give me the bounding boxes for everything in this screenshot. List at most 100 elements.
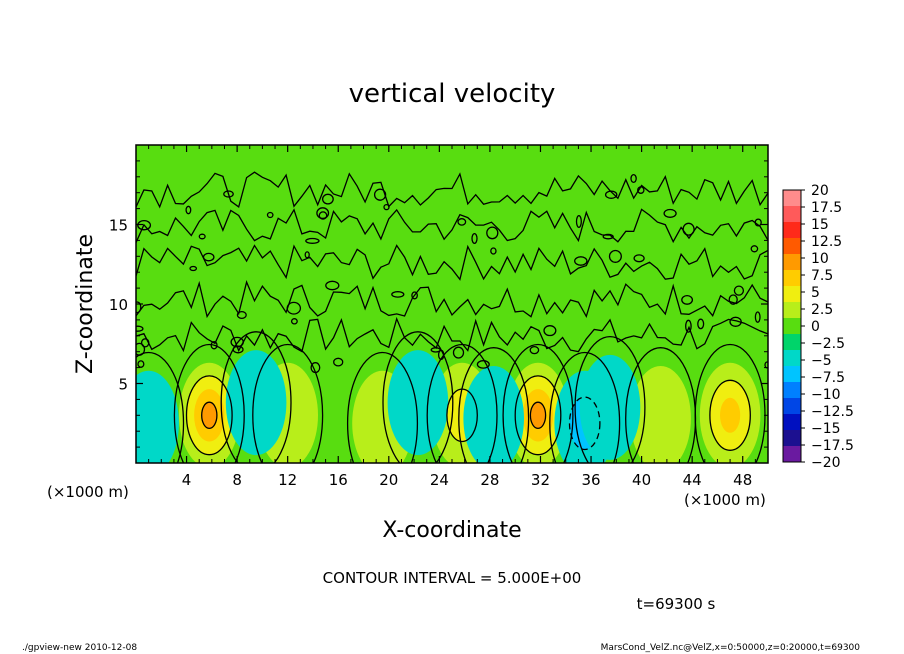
contour-line [575, 214, 582, 229]
contour-line [290, 318, 298, 325]
contour-line [514, 375, 562, 456]
colorbar-label: 10 [811, 251, 829, 267]
y-tick-label: 10 [109, 296, 128, 314]
colorbar-label: −7.5 [811, 370, 845, 386]
colorbar-swatch [783, 382, 801, 399]
zero-contour [502, 343, 574, 463]
colorbar: 2017.51512.5107.552.50−2.5−5−7.5−10−12.5… [782, 183, 854, 471]
updraft-core [507, 362, 569, 463]
y-tick-label: 5 [118, 376, 128, 394]
colorbar-swatch [783, 398, 801, 415]
contour-line [202, 252, 215, 262]
x-tick-label: 44 [683, 471, 702, 489]
upper-zero-contours [136, 171, 768, 374]
x-tick-label: 40 [632, 471, 651, 489]
zero-contour [252, 343, 324, 463]
colorbar-swatch [783, 414, 801, 431]
x-axis-ticks: 4 8 12 16 20 24 28 32 36 40 44 48 [148, 145, 756, 489]
contour-line [486, 226, 499, 240]
footer-right: MarsCond_VelZ.nc@VelZ,x=0:50000,z=0:2000… [601, 643, 861, 653]
contour-line [136, 342, 146, 356]
colorbar-label: −12.5 [811, 404, 854, 420]
x-tick-label: 24 [430, 471, 449, 489]
x-tick-label: 48 [733, 471, 752, 489]
colorbar-label: −20 [811, 455, 841, 471]
contour-line [543, 325, 557, 337]
heat-level [630, 366, 691, 463]
contour-line [754, 218, 762, 227]
zero-contour [220, 331, 292, 463]
colorbar-swatch [783, 238, 801, 255]
colorbar-label: 17.5 [811, 200, 842, 216]
heat-level [530, 402, 546, 429]
contour-line [140, 338, 150, 348]
contour-line [223, 190, 234, 198]
contour-line [185, 205, 192, 215]
contour-line [604, 190, 618, 199]
y-axis-ticks: 5 10 15 [109, 160, 768, 448]
x-tick-label: 8 [232, 471, 242, 489]
contour-line [286, 301, 302, 315]
contour-line [185, 375, 233, 456]
contour-line [136, 280, 768, 319]
contour-line [681, 294, 694, 305]
downdraft-core [579, 354, 641, 460]
contour-line [729, 316, 742, 327]
colorbar-label: −15 [811, 421, 841, 437]
zero-contour [549, 351, 621, 463]
contour-line [568, 396, 601, 451]
colorbar-swatch [783, 254, 801, 271]
heat-level [225, 350, 287, 456]
contour-line [325, 280, 340, 291]
contour-line [637, 186, 645, 194]
contour-line [189, 265, 198, 272]
contour-line [266, 211, 274, 219]
contour-line [230, 336, 244, 348]
colorbar-swatch [783, 206, 801, 223]
contour-line [136, 301, 142, 314]
colorbar-label: 7.5 [811, 268, 833, 284]
contour-lines [136, 171, 768, 463]
contour-line [201, 401, 218, 430]
contour-line [210, 340, 218, 350]
heat-level [720, 397, 741, 433]
colorbar-label: −2.5 [811, 336, 845, 352]
contour-line [750, 245, 759, 253]
colorbar-label: −17.5 [811, 438, 854, 454]
x-tick-label: 36 [581, 471, 600, 489]
zero-contour [458, 347, 530, 463]
colorbar-label: 5 [811, 285, 820, 301]
colorbar-label: 20 [811, 183, 829, 199]
contour-line [633, 254, 645, 263]
contour-line [198, 233, 206, 240]
x-unit-label-left: (×1000 m) [47, 483, 129, 501]
colorbar-swatch [783, 318, 801, 335]
footer-left: ./gpview-new 2010-12-08 [22, 643, 137, 653]
x-tick-label: 16 [329, 471, 348, 489]
contour-line [682, 222, 695, 236]
contour-line [383, 203, 390, 211]
heat-level [579, 354, 641, 460]
contour-line [310, 362, 321, 374]
contour-line [529, 345, 540, 355]
zero-contour [136, 351, 185, 463]
contour-line [137, 360, 145, 368]
contour-line [136, 325, 144, 332]
zero-contour [574, 335, 646, 463]
y-axis-label: Z-coordinate [73, 234, 98, 374]
colorbar-swatch [783, 334, 801, 351]
heatmap-field [136, 350, 761, 463]
contour-line [391, 291, 405, 298]
updraft-core [630, 366, 691, 463]
contour-line [316, 207, 330, 220]
heat-level [136, 370, 179, 463]
contour-line [709, 379, 751, 451]
contour-line [304, 251, 310, 259]
colorbar-swatch [783, 222, 801, 239]
contour-line [333, 357, 344, 367]
contour-line [476, 360, 490, 369]
colorbar-label: 0 [811, 319, 820, 335]
contour-line [236, 310, 247, 320]
